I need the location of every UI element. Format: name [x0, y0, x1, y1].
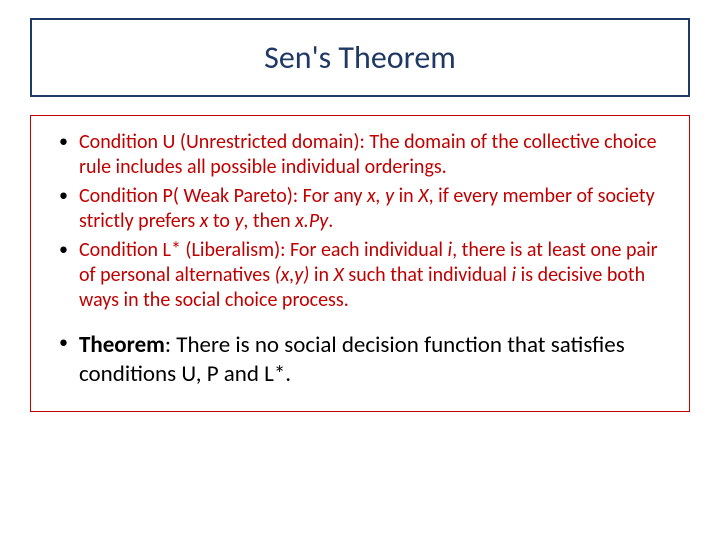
condition-text: Condition U (Unrestricted domain): The d… — [79, 130, 657, 179]
theorem-text: Theorem: There is no social decision fun… — [79, 331, 625, 388]
condition-text: Condition P( Weak Pareto): For any x, y … — [79, 184, 655, 233]
title-box: Sen's Theorem — [30, 18, 690, 97]
cond-p-i5: x.Py — [295, 209, 328, 233]
cond-l-m2: in — [309, 263, 333, 287]
content-box: Condition U (Unrestricted domain): The d… — [30, 115, 690, 412]
bullet-list: Condition U (Unrestricted domain): The d… — [53, 130, 667, 389]
theorem-item: Theorem: There is no social decision fun… — [53, 331, 667, 389]
cond-p-m5: . — [328, 209, 333, 233]
condition-item-l: Condition L* (Liberalism): For each indi… — [53, 238, 667, 313]
cond-l-i3: X — [333, 263, 343, 287]
cond-p-i1: x, y — [367, 184, 394, 208]
cond-l-i2: (x,y) — [275, 263, 310, 287]
cond-p-m1: in — [394, 184, 418, 208]
cond-u-text: Condition U (Unrestricted domain): The d… — [79, 130, 657, 179]
condition-text: Condition L* (Liberalism): For each indi… — [79, 238, 658, 312]
cond-p-m3: to — [208, 209, 234, 233]
slide-title: Sen's Theorem — [42, 38, 678, 77]
cond-l-m3: such that individual — [344, 263, 512, 287]
cond-p-m4: , then — [243, 209, 295, 233]
cond-l-prefix: Condition L* (Liberalism): For each indi… — [79, 238, 448, 262]
cond-p-prefix: Condition P( Weak Pareto): For any — [79, 184, 367, 208]
cond-p-i2: X — [418, 184, 428, 208]
condition-item-p: Condition P( Weak Pareto): For any x, y … — [53, 184, 667, 234]
condition-item-u: Condition U (Unrestricted domain): The d… — [53, 130, 667, 180]
theorem-label: Theorem — [79, 331, 165, 359]
